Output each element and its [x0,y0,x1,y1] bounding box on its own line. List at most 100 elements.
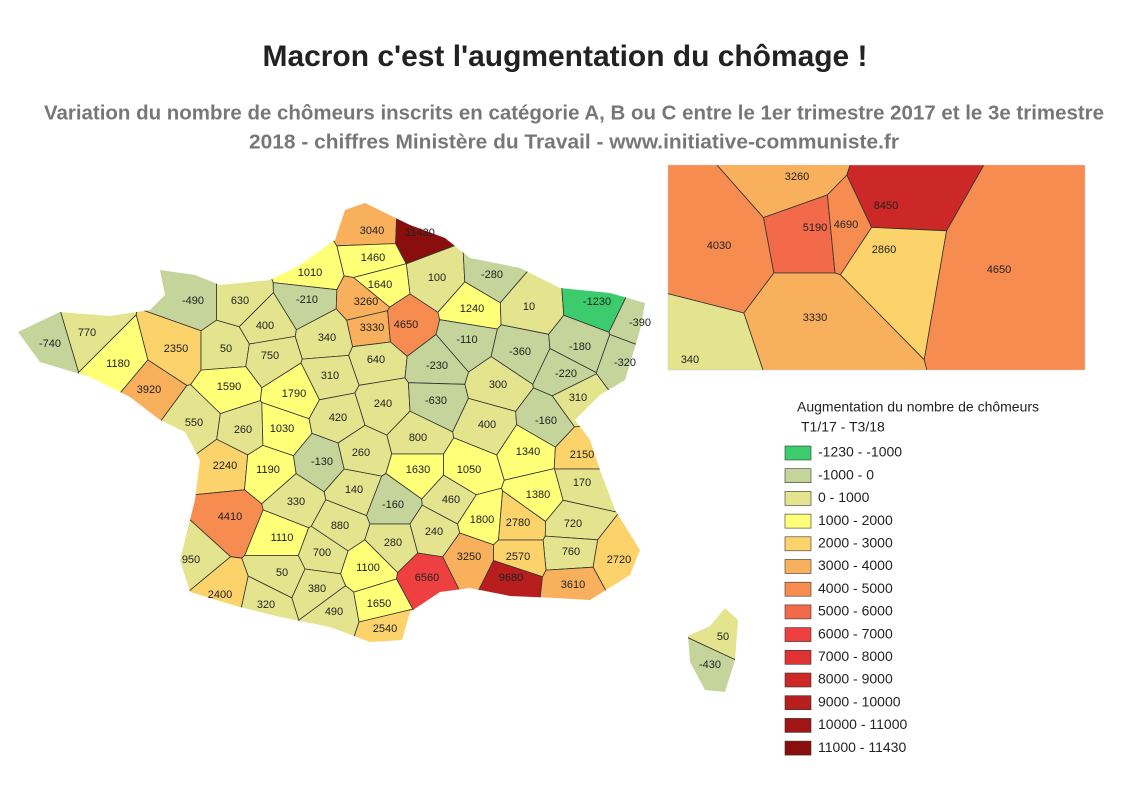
department-value: 170 [573,477,591,489]
department-value: 3260 [354,296,378,308]
legend-swatch [784,581,812,597]
department [923,165,1085,370]
department-value: 3250 [457,551,481,563]
department-value: 700 [313,547,331,559]
legend-swatch [784,536,812,552]
department-value: 50 [220,343,232,355]
department-value: 380 [308,583,326,595]
legend-subtitle: T1/17 - T3/18 [801,419,885,435]
legend-swatch [784,695,812,711]
department-value: 2240 [213,460,237,472]
department-value: 2780 [506,517,530,529]
legend-swatch [784,718,812,733]
department-value: 310 [321,370,339,382]
department-value: 1180 [106,358,130,370]
department-value: 2570 [506,551,530,563]
department-value: -490 [182,295,204,307]
legend-label: 1000 - 2000 [818,512,893,528]
department-value: 2540 [373,623,397,635]
department [743,272,928,370]
department-value: -160 [535,415,557,427]
department-value: 50 [276,567,288,579]
title: Macron c'est l'augmentation du chômage ! [263,40,868,73]
department-value: -110 [456,334,477,346]
legend-label: 3000 - 4000 [818,557,893,573]
department-value: 3610 [561,579,585,591]
department-value: 6560 [415,572,439,584]
legend-title: Augmentation du nombre de chômeurs [797,399,1039,415]
legend-label: 6000 - 7000 [818,625,893,641]
department-value: 1380 [526,489,550,501]
department-value: 310 [569,392,587,404]
department-value: 140 [345,484,363,496]
department-value: 50 [717,631,729,643]
department-value: 1100 [356,562,380,574]
department-value: 4410 [218,511,242,523]
department-value: -1230 [583,296,611,308]
department-value: 340 [681,354,699,366]
legend-swatch [784,559,812,574]
legend-label: 9000 - 10000 [818,693,901,709]
department-value: -630 [425,395,447,407]
department-value: 5190 [803,222,827,234]
department-value: 330 [287,496,305,508]
department-value: 260 [352,447,370,459]
department-value: 1460 [361,252,385,264]
department-value: 460 [442,494,460,506]
department-value: -180 [569,341,591,353]
department-value: 1110 [271,532,294,544]
legend-label: 11000 - 11430 [818,739,906,755]
legend-swatch [784,468,812,484]
department-value: -280 [481,269,503,281]
department-value: 720 [564,518,582,530]
department-value: 2150 [570,449,594,461]
department-value: 1590 [217,381,241,393]
department-value: -360 [509,346,531,358]
department-value: 4650 [394,319,418,331]
department-value: 1240 [460,303,484,315]
department-value: 1030 [270,423,294,435]
legend-swatch [784,672,812,688]
department-value: 8450 [874,200,898,212]
department-value: 630 [231,295,249,307]
legend-swatch [784,604,812,620]
department [311,203,399,247]
department-value: -160 [382,499,404,511]
department-value: -430 [699,659,721,671]
france-map [18,203,645,642]
legend-label: -1000 - 0 [818,466,874,482]
department-value: 420 [329,412,347,424]
subtitle: 2018 - chiffres Ministère du Travail - w… [249,131,899,153]
department-value: -220 [555,368,577,380]
department-value: 4030 [707,240,731,252]
legend-label: 8000 - 9000 [818,671,893,687]
legend-swatch [784,740,812,756]
department-value: 3260 [785,171,809,183]
department-value: 280 [384,537,402,549]
department-value: 240 [425,526,443,538]
department-value: 320 [257,599,275,611]
department-value: 770 [78,327,96,339]
inset-frame [667,164,1086,371]
legend-label: 7000 - 8000 [818,648,893,664]
department-value: 1630 [406,464,430,476]
department-value: 1640 [368,279,392,291]
department-value: -210 [296,294,318,306]
department-value: 490 [325,606,343,618]
legend: -1230 - -1000 -1000 - 0 0 - 1000 1000 - 200… [784,444,907,756]
department-value: 3330 [803,312,827,324]
department-value: 760 [562,546,580,558]
department [395,203,481,265]
department-value: -390 [629,317,651,329]
legend-swatch [784,649,812,665]
legend-swatch [784,513,812,529]
legend-label: 10000 - 11000 [818,716,907,732]
department-value: 1190 [256,464,280,476]
department-value: -230 [426,360,448,372]
department-value: 800 [409,432,427,444]
legend-label: 5000 - 6000 [818,603,893,619]
department-value: -740 [39,338,61,350]
department-value: 400 [256,320,274,332]
legend-label: 4000 - 5000 [818,580,893,596]
